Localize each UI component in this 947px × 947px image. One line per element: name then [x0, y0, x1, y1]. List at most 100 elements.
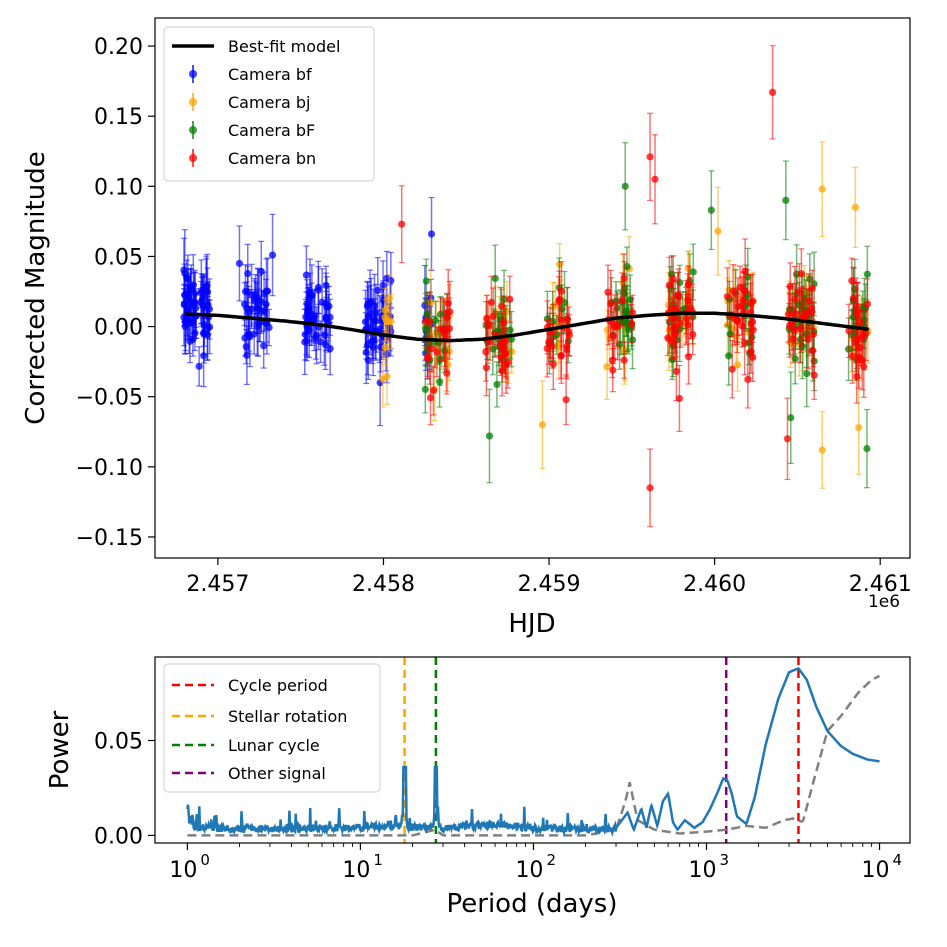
data-point [203, 288, 212, 296]
data-point [855, 423, 863, 432]
y-tick-label: 0.20 [94, 35, 143, 60]
periodogram-panel: 10 0 10 1 10 2 10 3 10 4 0.000.05 Period (days) P… [45, 656, 911, 919]
legend-label-camera-bf: Camera bf [228, 65, 312, 84]
y-tick-label: 0.10 [94, 175, 143, 200]
data-point [852, 335, 860, 343]
data-point [768, 88, 777, 96]
data-point [302, 271, 310, 279]
data-point [609, 366, 617, 374]
data-point [381, 343, 389, 351]
light-curve-legend: Best-fit model Camera bf Camera bj Camer… [163, 26, 375, 182]
periodogram-line [186, 667, 880, 837]
data-point [369, 314, 377, 322]
data-point [628, 309, 637, 317]
data-point [792, 310, 800, 318]
data-point [730, 315, 738, 323]
x-tick-label: 10 [862, 858, 890, 883]
legend-label-lunar-cycle: Lunar cycle [228, 736, 320, 755]
data-point [714, 227, 722, 235]
x-tick-label: 2.461 [849, 572, 912, 597]
data-point [235, 259, 244, 268]
data-point [440, 326, 448, 334]
data-point [262, 287, 271, 295]
data-point [729, 287, 737, 295]
x-tick-exponent: 0 [200, 851, 210, 869]
data-point [651, 175, 659, 183]
light-curve-x-ticks: 2.457 2.458 2.459 2.460 2.461 [186, 558, 912, 597]
data-point [304, 304, 312, 312]
light-curve-frame [154, 17, 911, 559]
x-tick-label: 10 [169, 858, 197, 883]
legend-label-camera-bj: Camera bj [228, 93, 310, 112]
data-point [433, 348, 441, 356]
data-point [557, 352, 565, 360]
data-point [782, 196, 790, 204]
data-point [379, 375, 387, 383]
data-point [382, 316, 390, 324]
data-point [501, 350, 509, 358]
data-point [195, 362, 203, 370]
light-curve-y-label: Corrected Magnitude [21, 151, 51, 424]
data-point [326, 345, 334, 353]
light-curve-points [180, 45, 872, 528]
legend-label-stellar-rotation: Stellar rotation [228, 707, 347, 726]
data-point [483, 314, 491, 323]
data-point [646, 484, 654, 492]
data-point [863, 300, 872, 308]
data-point [563, 315, 572, 323]
data-point [557, 316, 565, 324]
series-camera-bn [398, 45, 872, 528]
data-point [427, 230, 436, 238]
legend-label-cycle-period: Cycle period [228, 676, 328, 695]
data-point [860, 363, 868, 371]
data-point [181, 269, 189, 277]
data-point [242, 343, 250, 351]
periodogram-x-label: Period (days) [447, 889, 618, 919]
data-point [627, 319, 636, 328]
data-point [684, 321, 692, 329]
data-point [787, 414, 795, 422]
data-point [489, 312, 497, 320]
data-point [485, 432, 494, 440]
data-point [689, 268, 697, 276]
y-tick-label: 0.00 [94, 824, 143, 849]
legend-swatch-camera-bn [189, 149, 197, 167]
data-point [379, 281, 387, 289]
legend-label-other-signal: Other signal [228, 764, 326, 783]
data-point [799, 313, 807, 321]
data-point [684, 281, 692, 289]
data-point [429, 386, 438, 395]
data-point [426, 394, 435, 402]
data-point [854, 308, 862, 316]
x-tick-exponent: 1 [373, 851, 383, 869]
x-offset-label: 1e6 [868, 592, 900, 612]
data-point [308, 291, 316, 300]
data-point [818, 185, 826, 193]
data-point [562, 396, 570, 404]
y-tick-label: 0.00 [94, 316, 143, 341]
data-point [791, 295, 799, 303]
data-point [241, 287, 250, 296]
x-tick-exponent: 4 [893, 851, 903, 869]
data-point [620, 274, 628, 282]
data-point [191, 299, 199, 307]
data-point [421, 385, 429, 394]
y-tick-label: 0.05 [94, 730, 143, 755]
y-tick-label: −0.15 [76, 526, 143, 551]
data-point [805, 297, 813, 305]
data-point [848, 352, 856, 360]
data-point [623, 309, 631, 317]
data-point [487, 298, 496, 306]
periodogram-y-ticks: 0.00 0.05 [94, 730, 155, 849]
data-point [783, 435, 792, 443]
data-point [733, 361, 742, 369]
data-point [383, 274, 391, 282]
y-tick-label: 0.15 [94, 105, 143, 130]
data-point [446, 308, 454, 316]
data-point [804, 335, 812, 344]
legend-swatch-camera-bF [189, 121, 197, 139]
best-fit-model-line [184, 311, 869, 343]
series-camera-bf [180, 196, 436, 427]
data-point [863, 270, 871, 278]
